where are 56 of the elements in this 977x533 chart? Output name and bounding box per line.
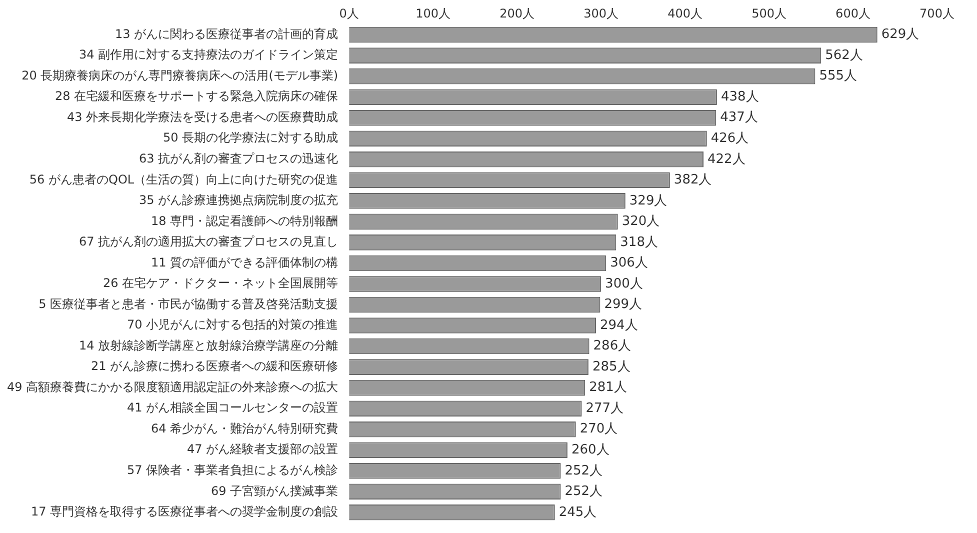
data-label: 281人 (589, 380, 627, 396)
data-label: 285人 (592, 359, 630, 374)
y-tick-label: 67 抗がん剤の適用拡大の審査プロセスの見直し (78, 234, 338, 249)
y-tick-label: 18 専門・認定看護師への特別報酬 (150, 214, 338, 228)
x-tick-label: 300人 (584, 6, 618, 20)
y-tick-label: 57 保険者・事業者負担によるがん検診 (126, 463, 338, 478)
y-tick-label: 17 専門資格を取得する医療従事者への奨学金制度の創設 (30, 504, 338, 519)
y-tick-label: 69 子宮頸がん撲滅事業 (210, 484, 338, 498)
y-tick-label: 47 がん経験者支援部の設置 (186, 442, 338, 456)
y-tick-label: 64 希少がん・難治がん特別研究費 (150, 421, 338, 436)
y-tick-label: 70 小児がんに対する包括的対策の推進 (126, 318, 338, 332)
x-tick-label: 600人 (836, 6, 870, 20)
x-tick-label: 500人 (752, 6, 786, 20)
x-tick-label: 700人 (920, 6, 954, 20)
y-tick-label: 21 がん診療に携わる医療者への緩和医療研修 (90, 359, 338, 374)
data-label: 318人 (620, 234, 658, 250)
y-tick-label: 41 がん相談全国コールセンターの設置 (126, 400, 338, 415)
data-label: 422人 (708, 152, 746, 167)
data-label: 562人 (825, 48, 863, 63)
data-label: 437人 (720, 110, 758, 126)
data-label: 245人 (558, 504, 597, 520)
data-label: 300人 (605, 276, 643, 292)
data-label: 555人 (819, 68, 858, 84)
y-tick-label: 11 質の評価ができる評価体制の構 (150, 255, 338, 270)
y-tick-label: 50 長期の化学療法に対する助成 (162, 130, 338, 145)
x-tick-label: 100人 (416, 6, 451, 20)
data-label: 294人 (600, 318, 638, 333)
data-label: 438人 (720, 89, 759, 104)
data-label: 286人 (593, 338, 632, 354)
data-label: 252人 (564, 484, 603, 500)
data-label: 270人 (580, 422, 618, 437)
y-tick-label: 26 在宅ケア・ドクター・ネット全国展開等 (102, 276, 338, 290)
y-tick-label: 49 高額療養費にかかる限度額適用認定証の外来診療への拡大 (6, 380, 338, 394)
y-tick-label: 43 外来長期化学療法を受ける患者への医療費助成 (66, 110, 338, 124)
y-tick-label: 63 抗がん剤の審査プロセスの迅速化 (138, 152, 338, 166)
data-label: 629人 (881, 27, 920, 42)
x-tick-label: 200人 (500, 6, 535, 20)
y-tick-label: 56 がん患者のQOL（生活の質）向上に向けた研究の促進 (29, 172, 338, 186)
data-label: 277人 (586, 400, 624, 416)
y-tick-label: 28 在宅緩和医療をサポートする緊急入院病床の確保 (54, 89, 338, 104)
x-tick-label: 0人 (339, 6, 359, 20)
data-label: 260人 (571, 442, 610, 458)
y-tick-label: 13 がんに関わる医療従事者の計画的育成 (114, 26, 338, 41)
data-label: 329人 (629, 193, 668, 208)
data-label: 382人 (674, 172, 712, 188)
data-label: 306人 (610, 256, 648, 271)
y-tick-label: 5 医療従事者と患者・市民が協働する普及啓発活動支援 (38, 296, 338, 311)
y-tick-label: 35 がん診療連携拠点病院制度の拡充 (138, 193, 338, 208)
y-tick-label: 34 副作用に対する支持療法のガイドライン策定 (78, 48, 338, 62)
data-label: 320人 (622, 214, 660, 230)
data-label: 252人 (564, 463, 603, 478)
y-tick-label: 14 放射線診断学講座と放射線治療学講座の分離 (78, 338, 338, 352)
data-label: 426人 (710, 130, 749, 146)
x-tick-label: 400人 (668, 6, 702, 20)
data-label: 299人 (604, 297, 642, 312)
y-tick-label: 20 長期療養病床のがん専門療養病床への活用(モデル事業) (22, 68, 338, 82)
